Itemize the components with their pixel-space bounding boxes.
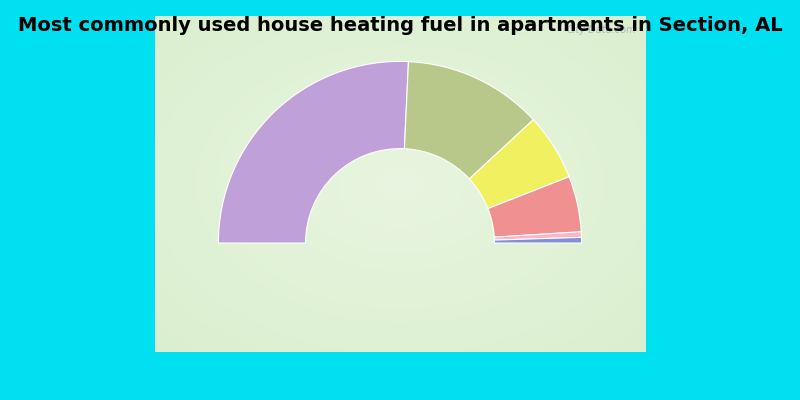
Legend: Electricity, Bottled, tank, or LP gas, Fuel oil, kerosene, etc., Wood, Other: Electricity, Bottled, tank, or LP gas, F… — [92, 398, 708, 400]
Wedge shape — [218, 62, 409, 243]
Wedge shape — [488, 177, 582, 237]
Wedge shape — [405, 62, 534, 179]
Wedge shape — [470, 120, 569, 208]
Wedge shape — [494, 232, 582, 240]
Text: Most commonly used house heating fuel in apartments in Section, AL: Most commonly used house heating fuel in… — [18, 16, 782, 35]
Wedge shape — [494, 237, 582, 243]
Text: City-Data.com: City-Data.com — [566, 25, 636, 35]
